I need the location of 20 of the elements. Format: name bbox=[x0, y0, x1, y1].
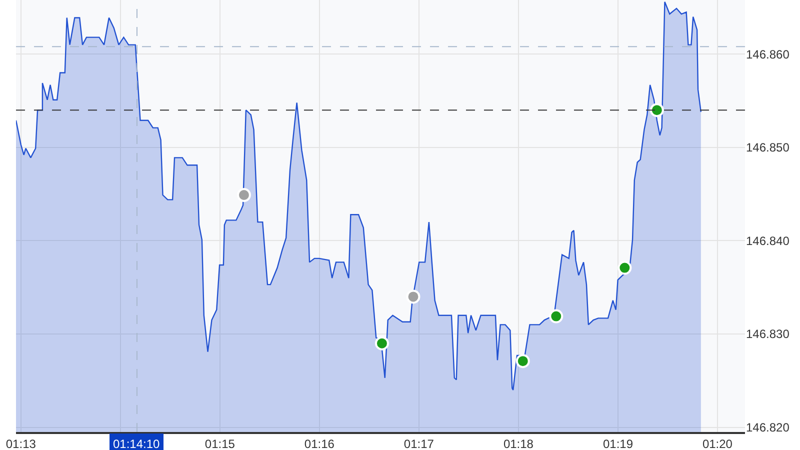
x-tick-label: 01:13 bbox=[6, 437, 36, 450]
point bbox=[549, 309, 564, 324]
point bbox=[374, 336, 389, 350]
ref-line-label: 01:14:10 bbox=[113, 437, 160, 450]
y-tick-label: 146.860 bbox=[746, 47, 790, 62]
point bbox=[406, 290, 420, 304]
y-tick-label: 146.850 bbox=[746, 140, 790, 155]
point bbox=[650, 103, 664, 118]
x-tick-label: 01:17 bbox=[404, 437, 434, 450]
y-tick-label: 146.820 bbox=[746, 420, 790, 435]
point bbox=[516, 354, 530, 368]
x-tick-label: 01:19 bbox=[602, 437, 634, 450]
y-tick-label: 146.840 bbox=[746, 234, 790, 248]
x-tick-label: 01:20 bbox=[702, 437, 733, 450]
x-tick-label: 01:16 bbox=[304, 437, 335, 450]
point bbox=[618, 260, 632, 275]
y-tick-label: 146.830 bbox=[746, 327, 790, 342]
x-tick-label: 01:18 bbox=[503, 437, 534, 450]
point bbox=[236, 188, 251, 202]
x-tick-label: 01:15 bbox=[204, 437, 236, 450]
